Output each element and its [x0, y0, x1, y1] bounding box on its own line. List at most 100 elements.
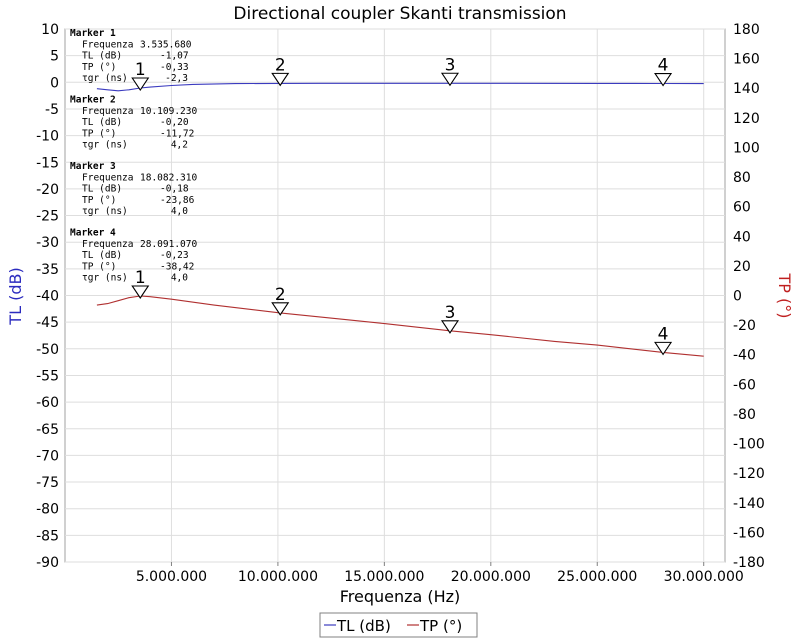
marker-table-label: τgr (ns): [82, 140, 128, 151]
y-left-tick-label: -15: [36, 155, 59, 171]
y-right-tick-label: -80: [733, 407, 756, 423]
marker-4-tl-label: 4: [658, 56, 669, 76]
marker-table-value: -11,72: [160, 128, 194, 139]
marker-table-value: 4,0: [171, 206, 188, 217]
marker-3-tl-triangle[interactable]: [440, 72, 460, 87]
marker-1-tp-triangle[interactable]: [131, 285, 150, 299]
marker-table-label: TP (°): [82, 62, 116, 73]
x-tick-label: 5.000.000: [136, 569, 207, 585]
x-tick-label: 10.000.000: [238, 569, 318, 585]
marker-table-value: -2,3: [165, 73, 188, 84]
marker-2-tl-label: 2: [275, 55, 286, 75]
marker-table-value: -23,86: [160, 195, 195, 206]
y-left-tick-label: -10: [36, 129, 59, 145]
marker-table-head: Marker 4: [70, 228, 116, 239]
axis-ticks: 1050-5-10-15-20-25-30-35-40-45-50-55-60-…: [36, 22, 765, 585]
marker-3-tp-label: 3: [445, 303, 456, 323]
y-right-tick-label: -140: [733, 496, 765, 512]
marker-table-value: 3.535.680: [140, 39, 192, 50]
y-left-tick-label: -65: [36, 422, 59, 438]
marker-table-value: 18.082.310: [140, 172, 197, 183]
series-line-tl: [96, 82, 704, 92]
marker-table-head: Marker 2: [70, 95, 116, 106]
y-right-tick-label: 40: [733, 229, 751, 245]
marker-table-label: τgr (ns): [82, 73, 128, 84]
marker-table-value: 10.109.230: [140, 106, 197, 117]
y-left-tick-label: -60: [36, 395, 59, 411]
y-left-tick-label: 5: [50, 49, 59, 65]
x-axis-title: Frequenza (Hz): [340, 587, 461, 606]
marker-table-value: 4,0: [171, 273, 188, 284]
marker-table-label: TL (dB): [82, 51, 122, 62]
y-left-tick-label: 10: [41, 22, 59, 38]
y-axis-left-title: TL (dB): [6, 267, 25, 325]
marker-table-label: Frequenza: [82, 172, 133, 183]
y-axis-right-title: TP (°): [775, 273, 794, 319]
marker-3-tl-label: 3: [445, 55, 456, 75]
marker-2-tl-triangle[interactable]: [271, 72, 290, 87]
marker-3-tp-triangle[interactable]: [440, 320, 460, 334]
x-tick-label: 30.000.000: [664, 569, 744, 585]
y-left-tick-label: -25: [36, 209, 59, 225]
marker-table-label: TP (°): [82, 195, 116, 206]
marker-table-label: TP (°): [82, 261, 116, 272]
marker-table-value: 4,2: [171, 140, 188, 151]
marker-table-label: Frequenza: [82, 239, 133, 250]
legend[interactable]: TL (dB) TP (°): [319, 612, 478, 638]
y-right-tick-label: -160: [733, 525, 765, 541]
legend-label-tl: TL (dB): [336, 617, 391, 635]
y-left-tick-label: -45: [36, 315, 59, 331]
y-left-tick-label: -85: [36, 528, 59, 544]
marker-table-value: -0,18: [160, 184, 189, 195]
marker-table-label: TL (dB): [82, 250, 122, 261]
y-right-tick-label: -100: [733, 437, 765, 453]
y-right-tick-label: -40: [733, 348, 756, 364]
marker-table: Marker 1 Frequenza 3.535.680 TL (dB) -1,07 TP…: [70, 28, 197, 284]
marker-table-value: -0,20: [160, 117, 189, 128]
marker-4-tp-label: 4: [658, 324, 669, 344]
marker-table-value: -0,23: [160, 250, 189, 261]
marker-table-head: Marker 1: [70, 28, 116, 39]
y-right-tick-label: 120: [733, 111, 760, 127]
y-left-tick-label: -30: [36, 235, 59, 251]
y-right-tick-label: -180: [733, 555, 765, 571]
marker-4-tl-triangle[interactable]: [654, 72, 673, 87]
marker-table-head: Marker 3: [70, 161, 116, 172]
marker-table-label: τgr (ns): [82, 273, 128, 284]
y-left-tick-label: -80: [36, 502, 59, 518]
markers: 1 1 2 2 3 3 4 4: [131, 55, 673, 356]
marker-table-value: -38,42: [160, 261, 194, 272]
marker-table-label: TL (dB): [82, 117, 122, 128]
marker-table-value: -0,33: [160, 62, 189, 73]
y-left-tick-label: -20: [36, 182, 59, 198]
marker-1-tp-label: 1: [135, 268, 146, 288]
marker-2-tp-triangle[interactable]: [271, 302, 290, 316]
y-right-tick-label: 100: [733, 140, 760, 156]
grid: [65, 28, 725, 563]
y-left-tick-label: -90: [36, 555, 59, 571]
y-right-tick-label: 20: [733, 259, 751, 275]
y-right-tick-label: -20: [733, 318, 756, 334]
y-left-tick-label: -5: [45, 102, 59, 118]
marker-table-label: τgr (ns): [82, 206, 128, 217]
y-right-tick-label: 160: [733, 52, 760, 68]
marker-table-label: TP (°): [82, 128, 116, 139]
marker-1-tl-label: 1: [135, 60, 146, 80]
x-tick-label: 25.000.000: [557, 569, 637, 585]
y-right-tick-label: 80: [733, 170, 751, 186]
legend-label-tp: TP (°): [419, 617, 462, 635]
marker-2-tp-label: 2: [275, 285, 286, 305]
chart-title: Directional coupler Skanti transmission: [233, 4, 566, 24]
marker-1-tl-triangle[interactable]: [131, 77, 150, 91]
x-tick-label: 15.000.000: [344, 569, 424, 585]
marker-table-value: -1,07: [160, 51, 189, 62]
y-left-tick-label: -70: [36, 448, 59, 464]
y-left-tick-label: -55: [36, 368, 59, 384]
marker-table-label: TL (dB): [82, 184, 122, 195]
marker-table-value: 28.091.070: [140, 239, 197, 250]
marker-table-label: Frequenza: [82, 106, 133, 117]
marker-4-tp-triangle[interactable]: [654, 341, 673, 356]
y-right-tick-label: -60: [733, 377, 756, 393]
x-tick-label: 20.000.000: [451, 569, 531, 585]
